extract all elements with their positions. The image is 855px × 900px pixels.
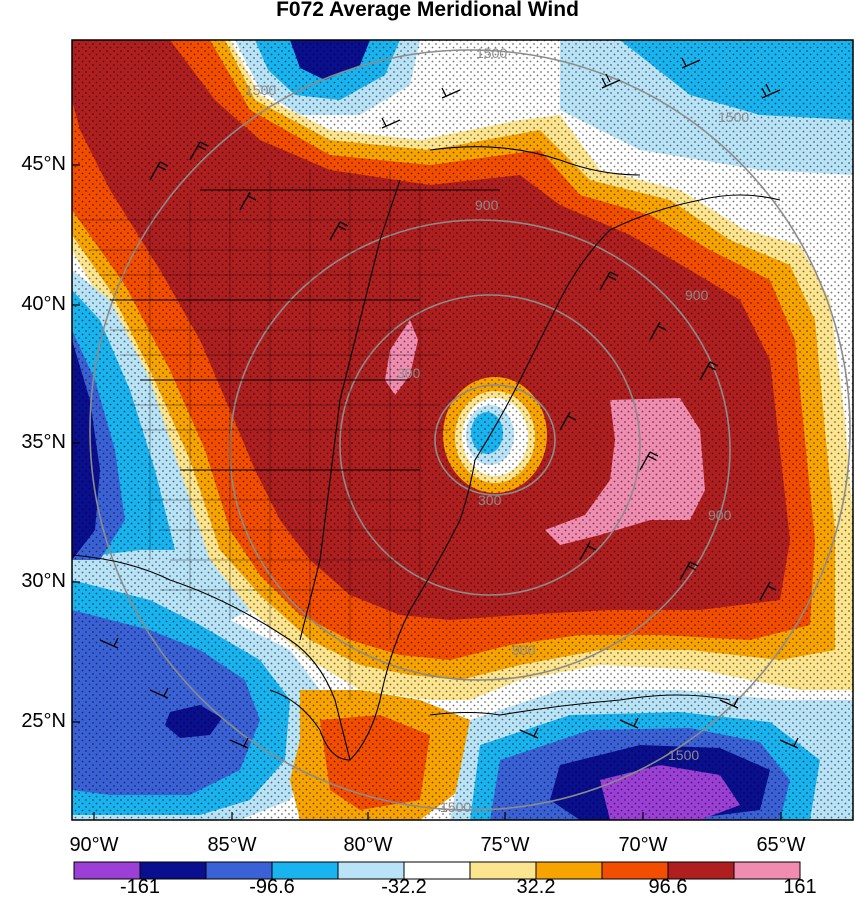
colorbar	[73, 861, 801, 880]
colorbar-label: -32.2	[381, 876, 427, 898]
coastlines-and-borders	[72, 146, 781, 761]
colorbar-label: -161	[119, 876, 161, 898]
contour-label: 1500	[718, 109, 749, 125]
lon-label-75w: 75°W	[480, 834, 530, 856]
contour-label: 1500	[668, 747, 699, 763]
map-panel: 1500 1500 1500 900 900 900 900 300 300 1…	[72, 40, 853, 820]
lon-label-65w: 65°W	[756, 834, 806, 856]
lon-label-90w: 90°W	[69, 834, 119, 856]
lat-label-30n: 30°N	[21, 570, 66, 592]
lon-label-85w: 85°W	[207, 834, 257, 856]
contour-label: 900	[685, 287, 709, 303]
county-lines	[80, 170, 450, 700]
contour-label: 900	[512, 642, 536, 658]
contour-label: 1500	[440, 799, 471, 815]
wind-barbs	[99, 57, 799, 749]
colorbar-swatch	[733, 861, 801, 880]
contour-label: 300	[478, 492, 502, 508]
geopotential-contours	[89, 49, 851, 811]
colorbar-label: 32.2	[516, 876, 556, 898]
map-title: F072 Average Meridional Wind	[276, 0, 579, 21]
lat-label-25n: 25°N	[21, 710, 66, 732]
lat-label-35n: 35°N	[21, 431, 66, 453]
lon-label-80w: 80°W	[343, 834, 393, 856]
lat-label-45n: 45°N	[21, 153, 66, 175]
axis-ticks	[72, 164, 782, 820]
contour-label: 900	[708, 507, 732, 523]
lat-label-40n: 40°N	[21, 293, 66, 315]
colorbar-label: 96.6	[648, 876, 688, 898]
colorbar-label: -96.6	[249, 876, 295, 898]
contour-label: 300	[397, 365, 421, 381]
contour-label: 1500	[476, 45, 507, 61]
contour-label: 1500	[245, 82, 276, 98]
map-frame	[71, 39, 854, 821]
lon-label-70w: 70°W	[618, 834, 668, 856]
colorbar-label: 161	[783, 876, 817, 898]
contour-label: 900	[475, 197, 499, 213]
